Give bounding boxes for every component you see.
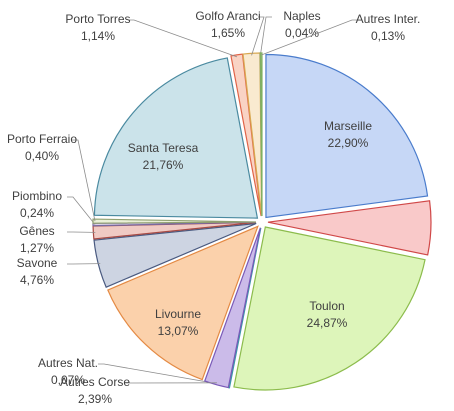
slice-value-label: 2,39% [78, 392, 112, 406]
slice-value-label: 1,65% [211, 26, 245, 40]
slice-value-label: 13,07% [158, 324, 199, 338]
slice-value-label: 0,13% [371, 29, 405, 43]
slice-label: Autres Nat. [38, 356, 98, 370]
slice-value-label: 21,76% [143, 158, 184, 172]
pie-slice [93, 219, 256, 223]
slice-value-label: 4,76% [20, 273, 54, 287]
slice-label: Piombino [12, 189, 62, 203]
slice-value-label: 1,27% [20, 241, 54, 255]
slice-label: Livourne [155, 307, 201, 321]
pie-slice [94, 58, 257, 218]
slice-label: Autres Inter. [356, 12, 421, 26]
slice-label: Santa Teresa [128, 141, 199, 155]
slice-label: Toulon [309, 299, 344, 313]
slice-label: Autres Corse [60, 375, 130, 389]
slice-value-label: 0,04% [285, 26, 319, 40]
slice-value-label: 0,40% [25, 149, 59, 163]
slice-label: Porto Torres [65, 12, 130, 26]
slice-label: Naples [283, 9, 320, 23]
slice-label: Gênes [19, 224, 54, 238]
slice-label: Marseille [324, 119, 372, 133]
slice-value-label: 0,24% [20, 206, 54, 220]
slice-label: Savone [17, 256, 58, 270]
slice-label: Golfo Aranci [195, 9, 260, 23]
leader-line [72, 140, 95, 221]
slice-label: Porto Ferraio [7, 132, 77, 146]
slice-value-label: 1,14% [81, 29, 115, 43]
slice-value-label: 22,90% [328, 136, 369, 150]
slice-value-label: 24,87% [307, 316, 348, 330]
